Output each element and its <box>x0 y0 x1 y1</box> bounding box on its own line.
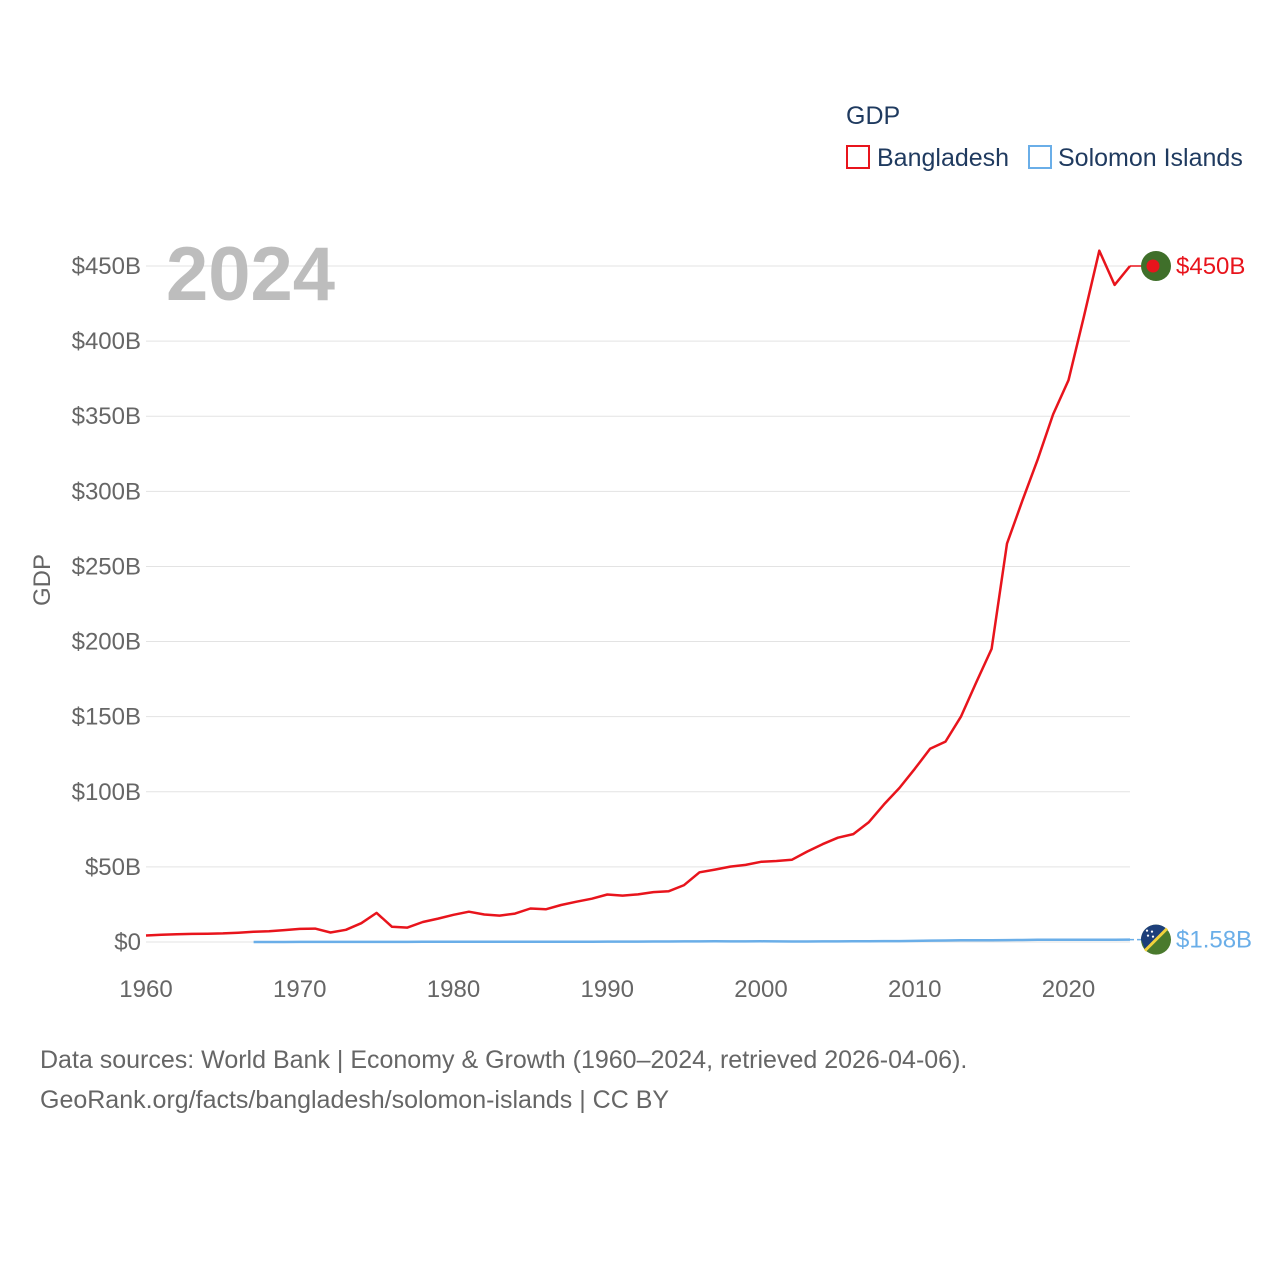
end-label-solomon-islands: $1.58B <box>1176 927 1252 954</box>
x-tick-label: 1960 <box>119 976 172 1003</box>
y-tick-label: $250B <box>72 553 141 580</box>
footer-attribution: GeoRank.org/facts/bangladesh/solomon-isl… <box>40 1086 670 1114</box>
legend-label-bangladesh[interactable]: Bangladesh <box>877 144 1009 172</box>
x-tick-label: 1990 <box>581 976 634 1003</box>
legend-swatch-solomon-islands[interactable] <box>1028 145 1052 169</box>
grid-lines <box>146 265 1130 943</box>
end-label-bangladesh: $450B <box>1176 253 1245 280</box>
solomon-islands-flag-icon <box>1141 924 1171 955</box>
x-tick-label: 2020 <box>1042 976 1095 1003</box>
y-tick-label: $200B <box>72 629 141 656</box>
series-end-markers: $450B $1.58B <box>1130 251 1252 955</box>
footer: Data sources: World Bank | Economy & Gro… <box>40 1040 967 1120</box>
legend-swatch-bangladesh[interactable] <box>846 145 870 169</box>
legend: GDP Bangladesh Solomon Islands <box>846 102 1243 172</box>
y-tick-label: $300B <box>72 478 141 505</box>
y-tick-label: $400B <box>72 328 141 355</box>
x-axis-ticks: 1960 1970 1980 1990 2000 2010 2020 <box>119 976 1095 1003</box>
y-tick-label: $150B <box>72 704 141 731</box>
y-tick-label: $0 <box>114 929 141 956</box>
legend-title: GDP <box>846 102 900 130</box>
y-tick-label: $100B <box>72 779 141 806</box>
year-label: 2024 <box>166 232 335 317</box>
series-line-solomon-islands[interactable] <box>253 938 1131 944</box>
series-line-bangladesh[interactable] <box>145 249 1131 937</box>
y-tick-label: $350B <box>72 403 141 430</box>
y-tick-label: $450B <box>72 253 141 280</box>
x-tick-label: 2000 <box>734 976 787 1003</box>
x-tick-label: 1980 <box>427 976 480 1003</box>
y-axis-label: GDP <box>29 554 56 606</box>
y-tick-label: $50B <box>85 854 141 881</box>
legend-label-solomon-islands[interactable]: Solomon Islands <box>1058 144 1243 172</box>
y-axis-ticks: $0 $50B $100B $150B $200B $250B $300B $350B $400… <box>72 253 141 956</box>
bangladesh-flag-icon <box>1141 251 1171 281</box>
x-tick-label: 2010 <box>888 976 941 1003</box>
footer-sources: Data sources: World Bank | Economy & Gro… <box>40 1046 968 1074</box>
series-lines <box>145 249 1131 944</box>
x-tick-label: 1970 <box>273 976 326 1003</box>
